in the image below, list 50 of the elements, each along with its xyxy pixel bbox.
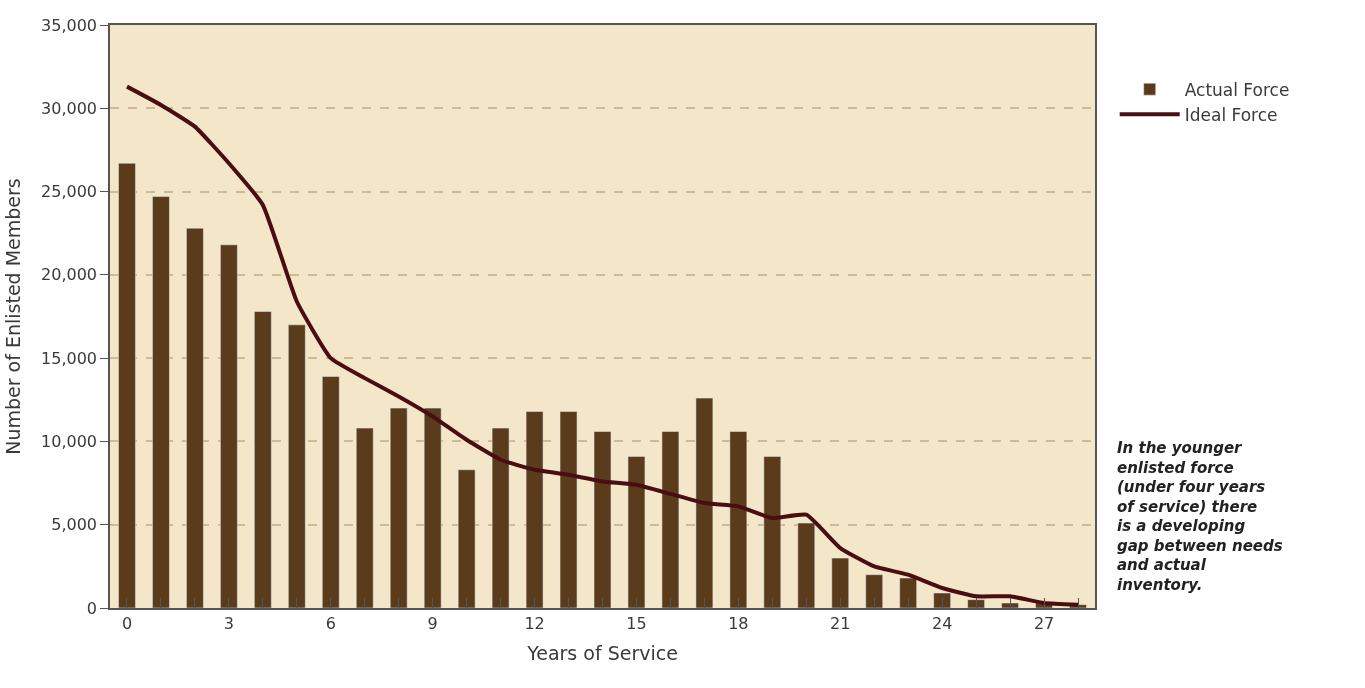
x-tick-label: 6 <box>325 613 336 633</box>
bar <box>525 411 544 608</box>
legend-label: Actual Force <box>1184 79 1290 100</box>
x-tick-label: 24 <box>931 613 953 633</box>
bar <box>1001 602 1019 608</box>
x-tick-label: 18 <box>728 613 749 633</box>
y-tick-label: 5,000 <box>51 515 98 535</box>
bar <box>933 592 951 608</box>
bar <box>763 456 782 608</box>
bar <box>356 427 374 608</box>
bar <box>797 522 816 608</box>
bar <box>152 196 170 608</box>
x-tick-label: 9 <box>427 613 438 633</box>
bar <box>559 411 578 608</box>
x-tick-label: 3 <box>223 613 234 633</box>
bar <box>389 407 408 608</box>
y-axis-title: Number of Enlisted Members <box>2 178 25 455</box>
bar <box>457 469 476 608</box>
x-tick-label: 0 <box>121 613 133 633</box>
y-tick-label: 0 <box>86 598 98 618</box>
text: In the younger enlisted force (under four years of service) there is a developing gap between needs and actual inventory. <box>1117 439 1283 594</box>
legend-label: Ideal Force <box>1184 104 1278 125</box>
bar <box>491 427 510 608</box>
x-tick-label: 27 <box>1033 613 1055 633</box>
y-tick-label: 30,000 <box>41 98 98 118</box>
bar <box>186 227 204 608</box>
bar <box>831 557 849 608</box>
x-tick-label: 12 <box>524 613 545 633</box>
x-axis-title: Years of Service <box>526 642 678 665</box>
bar <box>627 456 646 608</box>
bar <box>865 574 883 608</box>
bar <box>254 311 272 608</box>
bar <box>593 431 612 608</box>
bar <box>288 324 306 608</box>
y-tick-label: 10,000 <box>41 432 98 452</box>
x-tick-label: 21 <box>830 613 851 633</box>
y-tick-label: 15,000 <box>41 348 98 368</box>
x-tick-label: 15 <box>626 613 647 633</box>
y-tick-label: 20,000 <box>41 265 98 285</box>
bar <box>118 163 136 608</box>
bar <box>695 397 714 608</box>
bar <box>967 599 985 608</box>
bar <box>899 577 917 608</box>
bar <box>423 407 442 608</box>
bar <box>220 244 238 608</box>
bar <box>729 431 748 608</box>
y-tick-label: 25,000 <box>41 182 98 202</box>
y-tick-label: 35,000 <box>41 15 98 35</box>
bar <box>661 431 680 608</box>
bar <box>322 376 340 608</box>
